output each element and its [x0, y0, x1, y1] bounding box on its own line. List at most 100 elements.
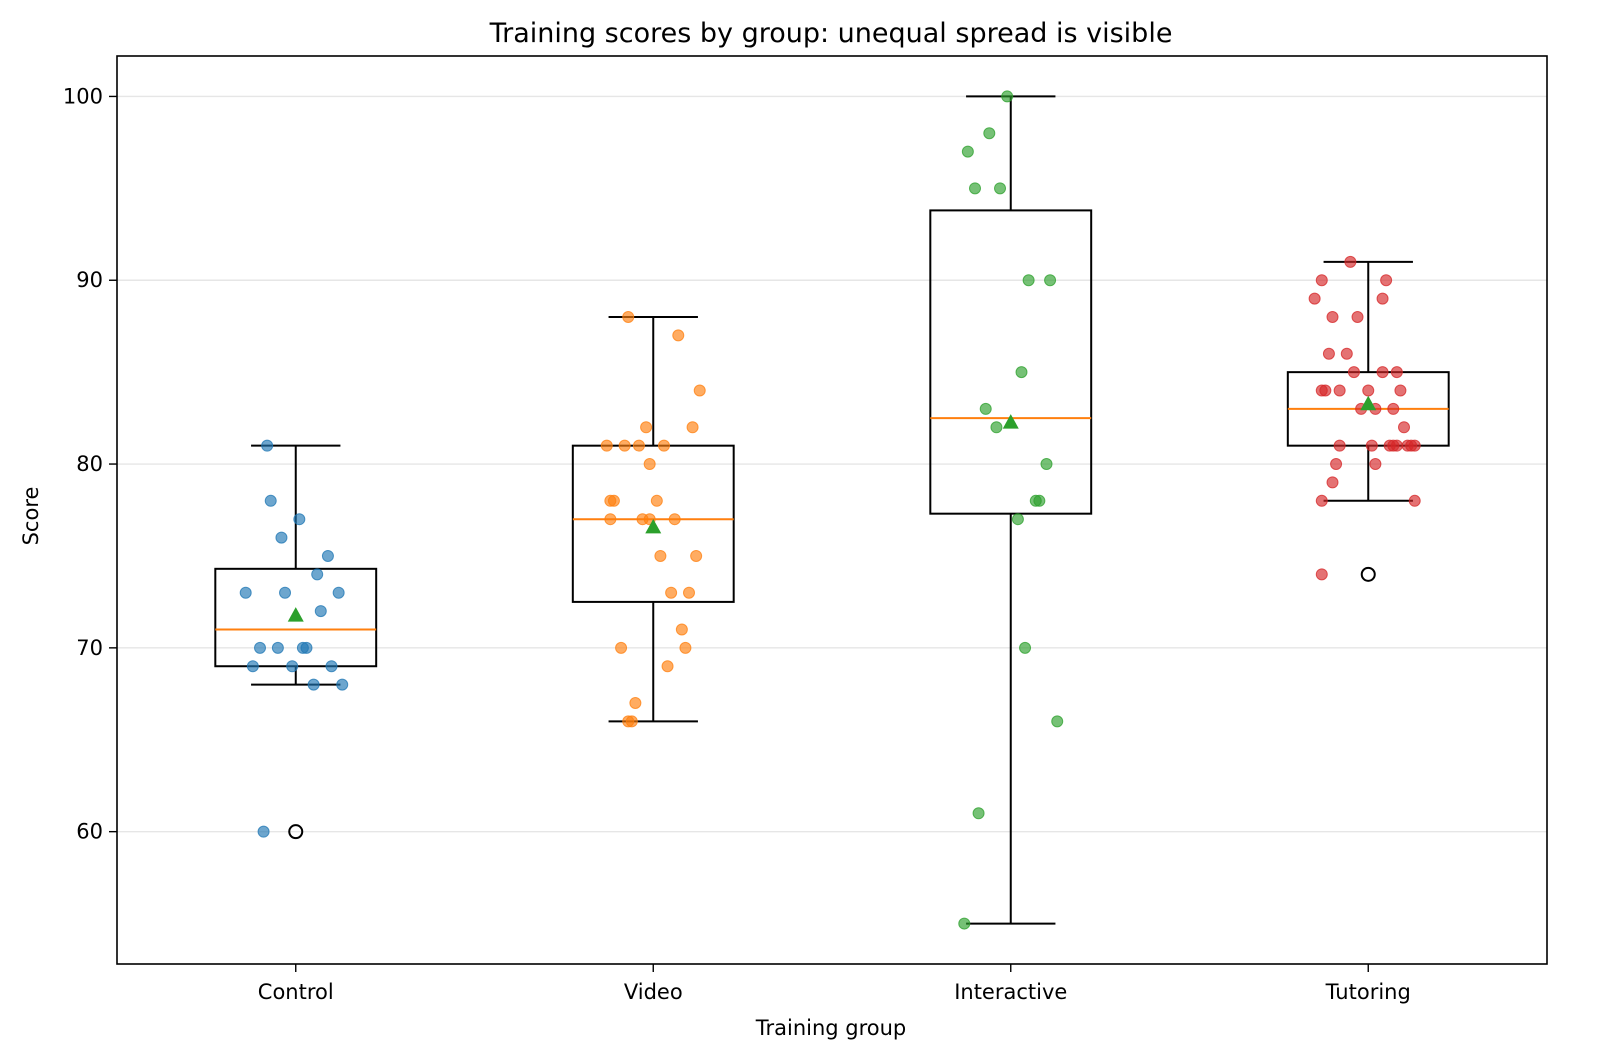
point-video-8 [657, 439, 670, 452]
point-video-9 [643, 458, 656, 471]
point-tutoring-10 [1376, 366, 1389, 379]
point-tutoring-20 [1398, 421, 1410, 434]
x-tick-label-video: Video [624, 980, 683, 1004]
point-video-17 [654, 549, 667, 562]
point-tutoring-34 [1315, 568, 1328, 581]
point-interactive-13 [1011, 513, 1024, 526]
point-video-5 [600, 439, 613, 452]
point-video-6 [618, 439, 631, 452]
y-axis-label: Score [19, 487, 43, 546]
point-tutoring-29 [1330, 458, 1343, 471]
outlier-tutoring-0 [1360, 566, 1376, 582]
point-control-16 [325, 660, 338, 673]
point-control-2 [293, 513, 306, 526]
point-video-22 [615, 641, 628, 654]
y-tick-label-80: 80 [76, 452, 103, 476]
x-axis: Control Video Interactive Tutoring [258, 964, 1411, 1004]
point-tutoring-15 [1362, 384, 1375, 397]
point-control-13 [300, 641, 313, 654]
y-tick-label-70: 70 [76, 636, 103, 660]
point-interactive-0 [1001, 90, 1014, 103]
point-interactive-15 [1051, 715, 1064, 728]
x-axis-label: Training group [755, 1016, 907, 1040]
point-interactive-17 [958, 917, 971, 930]
point-video-1 [672, 329, 685, 342]
point-control-17 [307, 678, 320, 691]
point-video-11 [607, 494, 620, 507]
point-video-3 [640, 421, 653, 434]
iqr-box-interactive [929, 209, 1093, 515]
point-tutoring-4 [1376, 292, 1389, 305]
point-interactive-6 [1044, 274, 1057, 287]
y-tick-label-100: 100 [63, 84, 103, 108]
point-tutoring-3 [1308, 292, 1321, 305]
mean-marker-tutoring [1360, 395, 1377, 411]
point-tutoring-22 [1365, 439, 1378, 452]
point-video-24 [661, 660, 674, 673]
plot-frame [116, 55, 1548, 965]
point-interactive-10 [1040, 458, 1053, 471]
point-tutoring-33 [1408, 494, 1421, 507]
mean-marker-interactive [1002, 414, 1019, 429]
point-tutoring-8 [1340, 347, 1353, 360]
point-interactive-7 [1015, 366, 1028, 379]
point-tutoring-14 [1333, 384, 1346, 397]
box-control [214, 444, 378, 840]
point-tutoring-5 [1326, 311, 1339, 324]
x-tick-label-control: Control [258, 980, 334, 1004]
point-control-3 [275, 531, 288, 544]
y-tick-label-60: 60 [76, 820, 103, 844]
point-tutoring-6 [1351, 311, 1364, 324]
point-tutoring-0 [1344, 255, 1357, 268]
point-tutoring-2 [1380, 274, 1393, 287]
point-video-20 [683, 586, 695, 599]
boxes-layer [214, 95, 1450, 925]
chart-title: Training scores by group: unequal spread… [489, 18, 1173, 49]
point-interactive-8 [979, 402, 992, 415]
point-tutoring-25 [1390, 439, 1403, 452]
mean-marker-control [287, 607, 304, 622]
box-interactive [929, 95, 1093, 925]
point-tutoring-30 [1369, 458, 1382, 471]
mean-marker-video [645, 518, 662, 534]
point-video-23 [679, 641, 692, 654]
point-video-4 [686, 421, 699, 434]
point-control-14 [246, 660, 259, 673]
x-tick-label-tutoring: Tutoring [1325, 980, 1411, 1004]
point-video-15 [668, 513, 681, 526]
gridlines [117, 95, 1547, 833]
point-control-4 [321, 549, 334, 562]
point-interactive-1 [983, 127, 996, 140]
point-video-27 [622, 715, 635, 728]
point-control-10 [254, 641, 266, 654]
point-control-1 [264, 494, 277, 507]
point-tutoring-28 [1408, 439, 1421, 452]
point-tutoring-18 [1387, 402, 1400, 415]
point-video-21 [675, 623, 688, 636]
point-tutoring-7 [1322, 347, 1335, 360]
point-control-8 [332, 586, 345, 599]
point-interactive-9 [990, 421, 1003, 434]
point-interactive-2 [961, 145, 974, 158]
point-control-0 [261, 439, 274, 452]
point-tutoring-32 [1315, 494, 1328, 507]
point-control-15 [286, 660, 299, 673]
point-tutoring-9 [1347, 366, 1360, 379]
point-video-19 [665, 586, 678, 599]
points-layer [239, 90, 1421, 930]
point-tutoring-13 [1319, 384, 1332, 397]
point-video-0 [622, 311, 635, 324]
point-interactive-4 [994, 182, 1007, 195]
point-interactive-5 [1022, 274, 1035, 287]
point-video-14 [604, 513, 617, 526]
point-tutoring-21 [1333, 439, 1346, 452]
y-tick-label-90: 90 [76, 268, 103, 292]
point-tutoring-16 [1394, 384, 1407, 397]
point-control-11 [271, 641, 284, 654]
point-interactive-14 [1019, 641, 1032, 654]
point-interactive-16 [972, 807, 985, 820]
outlier-control-0 [288, 824, 304, 840]
point-control-9 [314, 605, 327, 618]
x-tick-label-interactive: Interactive [954, 980, 1067, 1004]
